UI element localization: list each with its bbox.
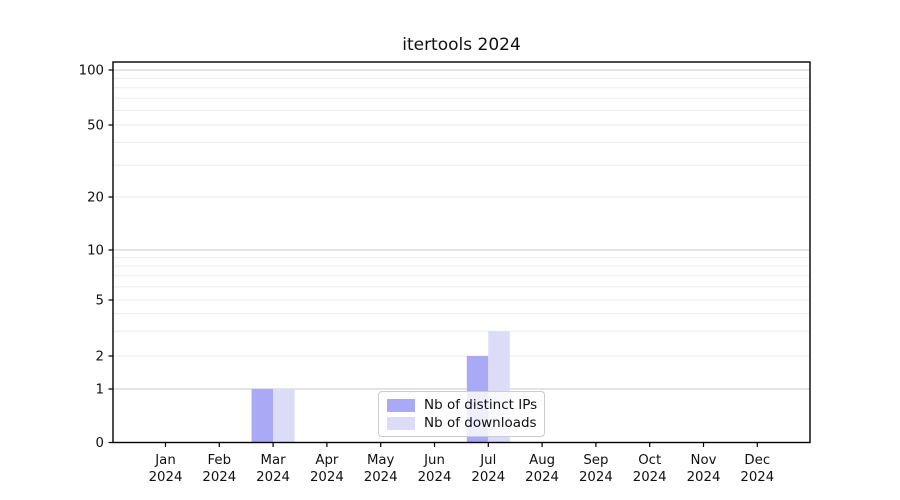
x-tick-label-year: 2024: [579, 470, 613, 485]
y-tick-label: 100: [79, 64, 104, 79]
x-tick-label-month: Dec: [744, 453, 770, 468]
legend-swatch-downloads: [387, 416, 415, 430]
plot-border: [112, 61, 811, 444]
x-tick-label-year: 2024: [149, 470, 183, 485]
x-tick-label-year: 2024: [471, 470, 505, 485]
y-tick-label: 20: [87, 191, 104, 206]
x-tick-label-month: Sep: [583, 453, 608, 468]
x-tick-label-month: Oct: [638, 453, 661, 468]
x-tick-label-month: Jun: [423, 453, 445, 468]
x-tick-label-year: 2024: [364, 470, 398, 485]
x-tick-label-month: Jan: [154, 453, 176, 468]
x-tick-label-year: 2024: [740, 470, 774, 485]
x-tick-label-year: 2024: [202, 470, 236, 485]
x-tick-label-month: Nov: [691, 453, 717, 468]
y-tick-label: 50: [87, 119, 104, 134]
y-tick-label: 0: [96, 436, 104, 451]
x-tick-label-month: May: [367, 453, 395, 468]
x-tick-label-year: 2024: [633, 470, 667, 485]
chart-title: itertools 2024: [402, 35, 521, 55]
y-tick-label: 10: [87, 244, 104, 259]
bar-distinct-ips-month-3: [251, 389, 274, 443]
x-tick-label-year: 2024: [687, 470, 721, 485]
y-tick-label: 5: [96, 294, 104, 309]
legend-item-distinct-ips: Nb of distinct IPs: [387, 397, 538, 413]
x-tick-label-month: Feb: [208, 453, 232, 468]
legend-label-distinct-ips: Nb of distinct IPs: [424, 397, 538, 413]
x-tick-label-month: Mar: [261, 453, 287, 468]
legend-item-downloads: Nb of downloads: [387, 415, 537, 431]
legend: Nb of distinct IPs Nb of downloads: [378, 391, 545, 437]
x-tick-label-month: Jul: [479, 453, 496, 468]
x-tick-label-year: 2024: [418, 470, 452, 485]
y-tick-label: 2: [96, 350, 104, 365]
x-tick-label-month: Apr: [315, 453, 339, 468]
x-tick-label-year: 2024: [525, 470, 559, 485]
legend-swatch-distinct-ips: [387, 398, 415, 412]
legend-label-downloads: Nb of downloads: [424, 415, 537, 431]
x-tick-label-year: 2024: [310, 470, 344, 485]
bar-downloads-month-3: [273, 389, 295, 443]
x-tick-label-month: Aug: [529, 453, 555, 468]
y-tick-label: 1: [96, 383, 104, 398]
x-tick-label-year: 2024: [256, 470, 290, 485]
